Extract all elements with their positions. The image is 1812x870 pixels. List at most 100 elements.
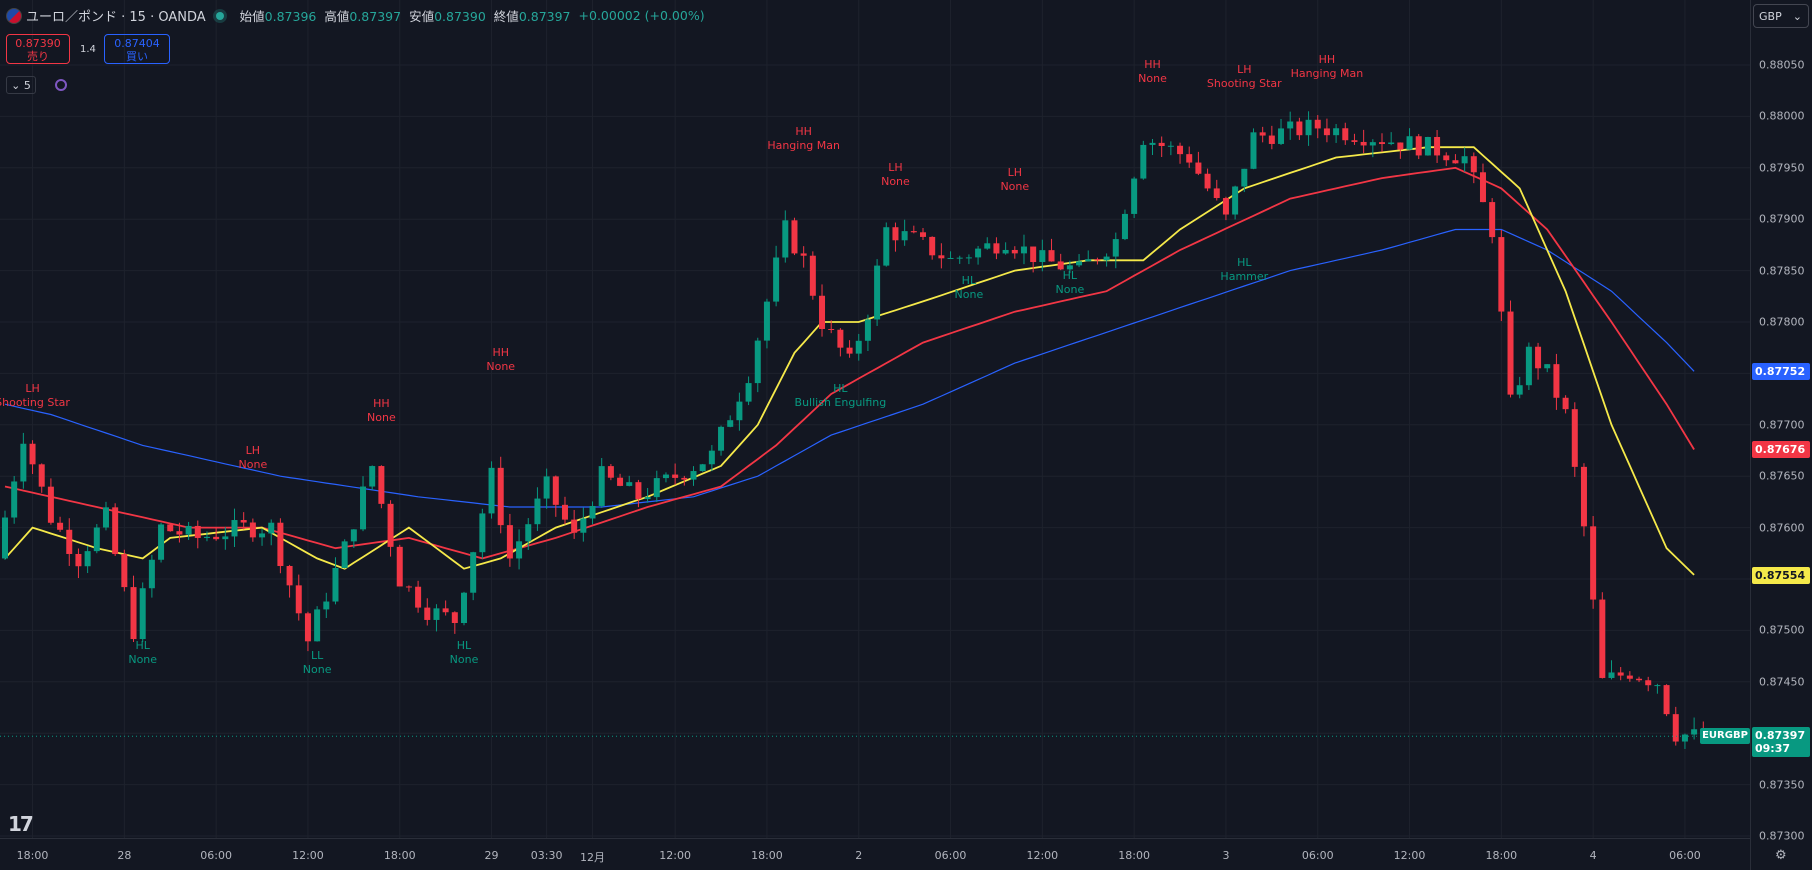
candle-body (1250, 132, 1257, 169)
candle-body (1305, 119, 1312, 136)
candle-body (1681, 734, 1688, 742)
time-axis[interactable]: 18:00 28 06:00 12:00 18:00 29 03:30 12月 12:00 18:… (0, 838, 1750, 870)
gear-icon[interactable]: ⚙ (1775, 848, 1787, 863)
candle-body (433, 608, 440, 620)
candle-body (1535, 346, 1542, 369)
candle-body (1379, 142, 1385, 145)
candle-body (1470, 156, 1477, 173)
candle-body (864, 319, 871, 341)
sell-button[interactable]: 0.87390 売り (6, 34, 70, 64)
price-scale[interactable]: 0.88050 0.88000 0.87950 0.87900 0.87850 0.878… (1750, 0, 1812, 870)
candle-body (121, 554, 128, 588)
ohlc-key: 終値 (493, 9, 519, 24)
price-tick-label: 0.87850 (1759, 264, 1805, 278)
candle-body (1131, 178, 1138, 214)
change-value: +0.00002 (+0.00%) (578, 8, 705, 23)
candle-body (350, 529, 357, 542)
time-tick-label: 06:00 (200, 849, 232, 862)
symbol-title[interactable]: ユーロ／ポンド · 15 · OANDA (26, 10, 206, 25)
tradingview-logo-icon[interactable]: 17 (8, 812, 34, 836)
candle-body (1360, 141, 1367, 146)
annotation-lh: LH Shooting Star (1207, 63, 1282, 91)
candle-body (690, 471, 697, 480)
candle-body (1121, 213, 1128, 240)
annotation-pattern: Hanging Man (1290, 66, 1364, 80)
annotation-swing: LH (245, 443, 261, 457)
candle-body (112, 507, 119, 555)
annotation-pattern: Hanging Man (767, 138, 840, 152)
candle-body (1278, 128, 1285, 144)
candle-body (1415, 136, 1422, 156)
annotation-hl: HL None (955, 274, 984, 302)
annotation-pattern: None (1055, 282, 1085, 296)
time-tick-label: 06:00 (934, 849, 967, 862)
candle-body (1296, 121, 1303, 136)
candle-body (947, 257, 954, 259)
candle-body (148, 559, 155, 589)
candle-body (855, 340, 862, 354)
candle-body (1691, 729, 1698, 735)
candle-body (552, 476, 559, 505)
candle-body (1461, 156, 1468, 164)
candle-body (1002, 249, 1009, 254)
candle-body (66, 529, 73, 554)
candle-body (1149, 142, 1156, 145)
time-tick-label: 06:00 (1669, 849, 1701, 862)
chart-pane[interactable]: LH Shooting Star HL None LH None LL None HH None H… (0, 0, 1750, 838)
annotation-swing: LL (310, 649, 324, 663)
candle-body (1388, 142, 1395, 145)
annotation-hh: HH None (367, 397, 396, 425)
candle-body (158, 524, 165, 560)
candle-body (956, 257, 963, 259)
candle-body (617, 477, 624, 486)
candle-body (1039, 250, 1046, 263)
candle-body (736, 401, 743, 421)
candle-body (2, 517, 8, 559)
chart-legend: ユーロ／ポンド · 15 · OANDA 始値0.87396 高値0.87397 安… (6, 6, 705, 25)
price-tick-label: 0.87450 (1759, 675, 1805, 689)
price-tick-label: 0.88000 (1759, 109, 1805, 123)
candle-body (1397, 142, 1404, 150)
candle-body (1094, 259, 1101, 261)
candle-body (203, 536, 210, 538)
candle-body (1406, 136, 1413, 150)
candle-body (975, 248, 982, 258)
candle-body (185, 525, 192, 535)
badge-value: 0.87397 (1755, 729, 1806, 743)
ohlc-value: 0.87390 (434, 9, 486, 24)
annotation-swing: HL (135, 638, 150, 652)
candle-body (11, 481, 18, 518)
candle-body (332, 567, 339, 602)
candle-body (993, 243, 1000, 254)
candle-body (635, 482, 642, 500)
ma-mid-line (4, 166, 1695, 560)
candle-body (672, 474, 679, 478)
candle-body (1057, 261, 1064, 270)
badge-value: 0.87752 (1755, 365, 1806, 379)
indicators-collapse-button[interactable]: ⌄ 5 (6, 76, 36, 94)
candle-body (259, 533, 266, 538)
candle-body (268, 522, 275, 534)
candle-body (1232, 186, 1239, 215)
candle-body (938, 255, 945, 259)
price-tick-label: 0.87300 (1759, 829, 1805, 843)
candle-body (589, 505, 596, 519)
annotation-swing: LH (888, 160, 903, 174)
ma-slow-line (4, 228, 1695, 508)
candle-body (1516, 385, 1523, 395)
candle-body (534, 498, 541, 525)
candle-body (1663, 685, 1670, 715)
buy-button[interactable]: 0.87404 買い (104, 34, 170, 64)
candle-body (773, 257, 780, 302)
ma-fast-line (4, 146, 1695, 576)
candle-body (387, 503, 394, 547)
price-chart[interactable] (0, 0, 1750, 838)
annotation-swing: LH (25, 381, 40, 395)
candle-body (819, 295, 826, 330)
currency-selector[interactable]: GBP ⌄ (1753, 4, 1809, 28)
candle-body (1158, 142, 1165, 147)
candle-body (626, 482, 633, 486)
candle-body (708, 450, 715, 465)
candle-body (1195, 162, 1202, 174)
